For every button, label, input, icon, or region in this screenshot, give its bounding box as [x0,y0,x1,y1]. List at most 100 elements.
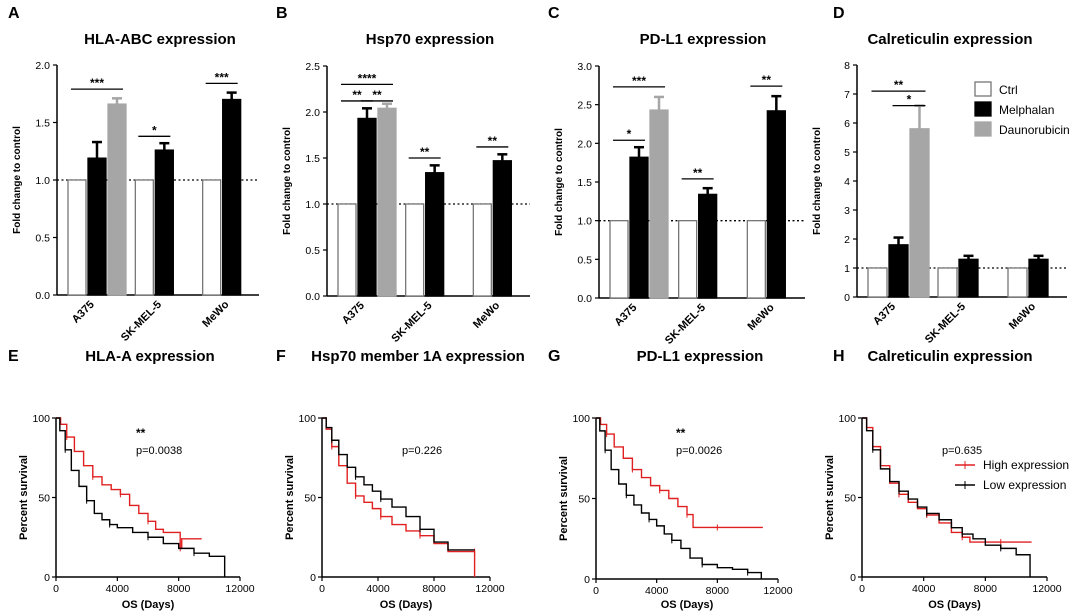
survival-curve [596,417,763,579]
panel-label: G [548,348,560,365]
bar [1007,267,1028,298]
category-label: SK-MEL-5 [119,299,164,344]
y-axis-label: Percent survival [824,455,836,540]
x-tick-label: 12000 [763,585,792,597]
y-tick-label: 50 [304,493,316,505]
chart-title: Calreticulin expression [867,348,1032,365]
survival-curve [322,417,476,577]
significance-label: **** [358,71,377,85]
significance-label: *** [215,70,229,84]
bar [678,220,698,299]
bar [888,244,909,298]
significance-label: ** [372,88,382,102]
legend-label: Melphalan [999,103,1054,117]
category-label: MeWo [746,301,777,332]
bar [698,193,718,299]
x-axis-label: OS (Days) [122,599,175,611]
survival-curve [322,417,475,551]
y-tick-label: 2.0 [305,107,320,119]
panel-label: F [276,348,286,365]
y-axis-label: Fold change to control [12,126,23,234]
y-tick-label: 100 [32,413,50,425]
survival-curve [862,417,1031,577]
x-tick-label: 12000 [225,583,254,595]
chart-title: HLA-A expression [85,348,214,365]
significance-label: ** [894,78,904,92]
x-tick-label: 8000 [706,585,730,597]
panel-label: A [8,5,20,22]
category-label: MeWo [1007,300,1038,331]
bar [492,160,512,297]
y-tick-label: 1.0 [305,199,320,211]
y-tick-label: 0.5 [577,254,592,266]
chart-title: PD-L1 expression [640,31,767,48]
bar [609,220,629,299]
p-value-label: p=0.635 [942,445,982,457]
y-axis-label: Percent survival [18,455,30,540]
legend-label: Low expression [983,478,1066,492]
x-tick-label: 4000 [106,583,130,595]
significance-label: ** [420,145,430,159]
y-tick-label: 50 [38,493,50,505]
bar [202,179,222,296]
y-tick-label: 100 [298,413,316,425]
y-axis-label: Fold change to control [554,128,565,236]
significance-label: ** [676,426,686,440]
bar [107,103,127,296]
x-tick-label: 0 [319,583,325,595]
bar [134,179,154,296]
survival-curve [862,417,1032,543]
bar [909,128,930,298]
significance-label: ** [136,426,146,440]
significance-label: ** [352,88,362,102]
bar [766,110,786,299]
panel-label: C [548,5,560,22]
y-tick-label: 1.0 [577,216,592,228]
survival-curve [56,417,202,550]
bar [1028,258,1049,298]
category-label: MeWo [471,299,502,330]
panel-label: H [833,348,845,365]
y-tick-label: 1.5 [35,118,50,130]
bar [154,149,174,296]
x-tick-label: 4000 [366,583,390,595]
p-value-label: p=0.226 [402,445,442,457]
bar [937,267,958,298]
bar [87,157,107,296]
category-label: A375 [871,301,898,328]
y-tick-label: 2.0 [35,60,50,72]
x-tick-label: 0 [859,583,865,595]
panel-label: D [833,5,845,22]
x-tick-label: 12000 [475,583,504,595]
survival-curve [56,417,226,577]
y-tick-label: 3 [844,205,850,217]
y-tick-label: 0 [44,572,50,584]
bar [337,203,357,297]
bar [629,156,649,299]
y-tick-label: 1.5 [577,177,592,189]
legend-swatch [974,81,992,97]
x-tick-label: 8000 [167,583,191,595]
bar [958,258,979,298]
x-axis-label: OS (Days) [661,599,714,611]
y-tick-label: 1.0 [35,175,50,187]
chart-title: HLA-ABC expression [84,31,236,48]
y-tick-label: 100 [838,413,856,425]
x-tick-label: 0 [593,585,599,597]
y-tick-label: 0 [850,572,856,584]
significance-label: ** [488,134,498,148]
p-value-label: p=0.0038 [136,445,182,457]
y-tick-label: 2 [844,234,850,246]
y-tick-label: 0.0 [35,290,50,302]
y-tick-label: 6 [844,118,850,130]
legend-swatch [974,121,992,137]
y-axis-label: Percent survival [284,455,296,540]
chart-title: Calreticulin expression [867,31,1032,48]
y-axis-label: Fold change to control [282,127,293,235]
significance-label: * [152,123,157,137]
y-tick-label: 50 [844,493,856,505]
category-label: SK-MEL-5 [923,301,968,346]
y-tick-label: 2.5 [305,61,320,73]
bar [405,203,425,297]
bar [425,172,445,297]
